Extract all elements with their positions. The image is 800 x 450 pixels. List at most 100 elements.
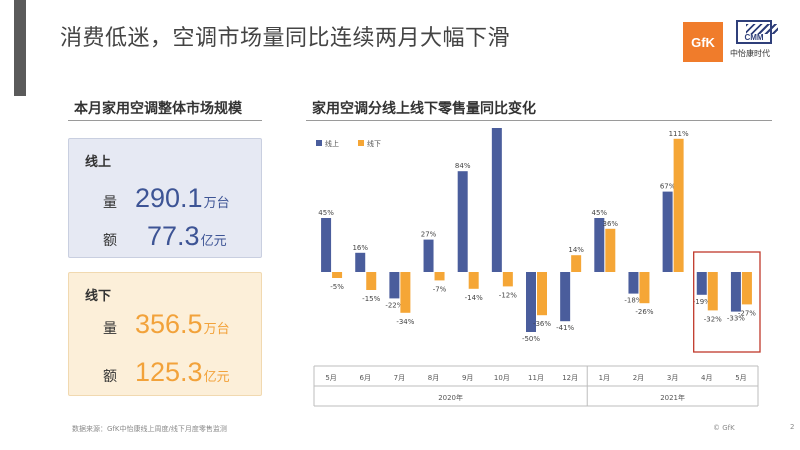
offline-volume-value: 356.5: [135, 309, 203, 339]
bar-online-8: [594, 218, 605, 272]
cmm-logo-mark: CMM: [736, 20, 778, 44]
gfk-logo: GfK: [683, 22, 723, 62]
data-label-online-9: -18%: [624, 297, 642, 305]
chart-title: 家用空调分线上线下零售量同比变化: [312, 101, 536, 117]
x-tick-label-8: 1月: [599, 374, 610, 382]
online-amount-unit: 亿元: [200, 234, 227, 249]
data-label-offline-11: -32%: [704, 315, 722, 323]
offline-amount-unit: 亿元: [203, 370, 230, 385]
data-label-online-4: 84%: [455, 162, 471, 170]
x-tick-label-11: 4月: [701, 374, 712, 382]
x-tick-label-0: 5月: [325, 374, 336, 382]
x-tick-label-1: 6月: [359, 374, 370, 382]
online-volume-row: 量 290.1 万台: [103, 183, 230, 214]
data-label-offline-8: 36%: [603, 220, 619, 228]
online-amount-row: 额 77.3 亿元: [103, 221, 227, 252]
data-label-online-1: 16%: [352, 244, 368, 252]
data-label-online-11: -19%: [693, 298, 711, 306]
data-label-offline-1: -15%: [362, 295, 380, 303]
bar-offline-10: [673, 138, 684, 272]
data-label-online-7: -41%: [556, 324, 574, 332]
data-label-offline-12: -27%: [738, 309, 756, 317]
year-label-0: 2020年: [438, 393, 463, 402]
offline-volume-unit: 万台: [203, 322, 230, 337]
bar-offline-9: [639, 272, 650, 304]
x-tick-label-6: 11月: [528, 374, 544, 382]
year-label-1: 2021年: [660, 393, 685, 402]
data-source-note: 数据来源：GfK中怡康线上周度/线下月度零售监测: [72, 425, 227, 433]
bar-offline-4: [468, 272, 479, 289]
copyright-note: © GfK: [713, 424, 735, 432]
bar-offline-11: [707, 272, 718, 311]
bar-online-11: [696, 272, 707, 295]
bar-offline-5: [502, 272, 513, 287]
cmm-logo-mark-text: CMM: [744, 33, 764, 42]
legend-swatch-offline: [358, 140, 364, 146]
data-label-online-8: 45%: [592, 209, 608, 217]
data-label-offline-6: -36%: [533, 320, 551, 328]
bar-offline-2: [400, 272, 411, 313]
bar-online-4: [457, 171, 468, 272]
side-accent-bar: [14, 0, 26, 96]
data-label-offline-4: -14%: [465, 294, 483, 302]
online-volume-label: 量: [103, 195, 117, 211]
bar-offline-7: [571, 255, 582, 272]
data-label-offline-2: -34%: [396, 318, 414, 326]
x-tick-label-9: 2月: [633, 374, 644, 382]
chart-title-underline: [306, 120, 772, 121]
x-tick-label-5: 10月: [494, 374, 510, 382]
gfk-logo-text: GfK: [691, 34, 715, 50]
bar-offline-6: [537, 272, 547, 316]
offline-amount-value: 125.3: [135, 357, 203, 387]
x-tick-label-3: 8月: [428, 374, 439, 382]
slide-title: 消费低迷，空调市场量同比连续两月大幅下滑: [60, 26, 511, 51]
bar-offline-1: [366, 272, 377, 290]
yoy-chart: 线上线下45%-5%16%-15%-22%-34%27%-7%84%-14%13…: [300, 128, 790, 414]
bar-online-7: [560, 272, 571, 322]
data-label-offline-9: -26%: [635, 308, 653, 316]
offline-amount-label: 额: [103, 369, 117, 385]
legend-label-offline: 线下: [367, 139, 381, 148]
data-label-offline-3: -7%: [433, 285, 447, 293]
online-card: 线上 量 290.1 万台 额 77.3 亿元: [68, 138, 262, 258]
bar-online-12: [730, 272, 741, 312]
bar-online-2: [389, 272, 400, 299]
bar-offline-3: [434, 272, 445, 281]
data-label-online-6: -50%: [522, 335, 540, 343]
online-amount-value: 77.3: [147, 221, 200, 251]
data-label-offline-7: 14%: [568, 246, 584, 254]
legend-swatch-online: [316, 140, 322, 146]
bar-online-9: [628, 272, 639, 294]
bar-online-3: [423, 239, 434, 272]
bar-online-6: [526, 272, 536, 332]
offline-volume-row: 量 356.5 万台: [103, 309, 230, 340]
cmm-logo: CMM 中怡康时代: [730, 20, 790, 66]
cmm-logo-text: 中怡康时代: [730, 49, 770, 58]
bar-online-1: [355, 252, 366, 272]
data-label-offline-5: -12%: [499, 291, 517, 299]
x-tick-label-2: 7月: [394, 374, 405, 382]
offline-volume-label: 量: [103, 321, 117, 337]
offline-card-title: 线下: [85, 289, 112, 304]
data-label-online-12: -33%: [727, 315, 745, 323]
data-label-online-0: 45%: [318, 209, 334, 217]
data-label-offline-0: -5%: [330, 283, 344, 291]
market-size-title-underline: [68, 120, 262, 121]
legend-label-online: 线上: [325, 139, 339, 148]
online-volume-unit: 万台: [203, 196, 230, 211]
x-tick-label-4: 9月: [462, 374, 473, 382]
bar-offline-8: [605, 228, 616, 272]
online-card-title: 线上: [85, 155, 112, 170]
data-label-online-3: 27%: [421, 231, 437, 239]
bar-offline-12: [741, 272, 752, 305]
online-volume-value: 290.1: [135, 183, 203, 213]
online-amount-label: 额: [103, 233, 117, 249]
x-tick-label-12: 5月: [735, 374, 746, 382]
bar-offline-0: [332, 272, 343, 278]
cmm-logo-stripes: [746, 24, 778, 34]
bar-online-10: [662, 191, 673, 272]
offline-amount-row: 额 125.3 亿元: [103, 357, 230, 388]
data-label-online-10: 67%: [660, 183, 676, 191]
bar-online-5: [491, 128, 502, 272]
x-tick-label-10: 3月: [667, 374, 678, 382]
